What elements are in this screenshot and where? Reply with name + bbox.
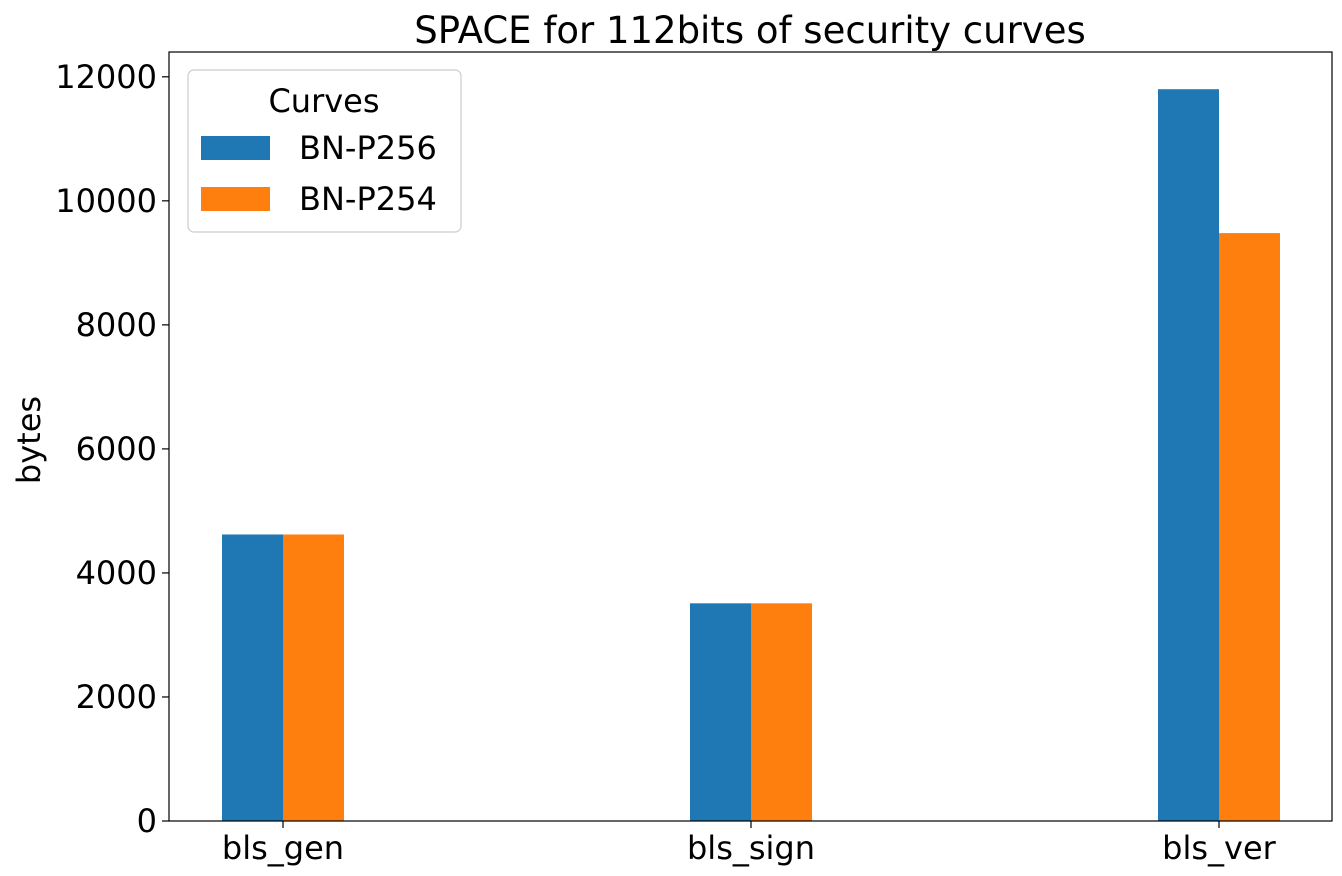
x-tick-label: bls_gen [222,829,344,867]
legend-swatch [201,187,270,211]
bars-group [222,89,1280,822]
y-tick-label: 12000 [55,58,157,96]
plot-frame [168,51,1333,822]
bar-bn-p254-bls-gen [283,534,344,821]
y-tick-label: 0 [137,802,157,840]
y-tick-label: 10000 [55,182,157,220]
bar-bn-p254-bls-ver [1219,233,1280,821]
y-axis-ticks: 0 2000 4000 6000 8000 10000 12000 [55,58,169,840]
y-tick-label: 4000 [76,554,157,592]
chart-title: SPACE for 112bits of security curves [414,9,1086,52]
y-axis-label: bytes [10,396,48,484]
y-tick-label: 8000 [76,306,157,344]
bar-bn-p256-bls-sign [690,603,751,821]
x-axis-ticks: bls_gen bls_sign bls_ver [222,821,1277,867]
y-tick-label: 2000 [76,678,157,716]
legend-title: Curves [268,82,379,120]
y-tick-label: 6000 [76,430,157,468]
x-tick-label: bls_sign [687,829,815,867]
legend-swatch [201,136,270,160]
legend-label: BN-P256 [299,129,437,167]
legend: Curves BN-P256 BN-P254 [187,69,462,233]
legend-label: BN-P254 [299,180,437,218]
x-tick-label: bls_ver [1162,829,1277,867]
bar-bn-p254-bls-sign [751,603,812,821]
bar-bn-p256-bls-gen [222,534,283,821]
bar-bn-p256-bls-ver [1158,89,1219,822]
